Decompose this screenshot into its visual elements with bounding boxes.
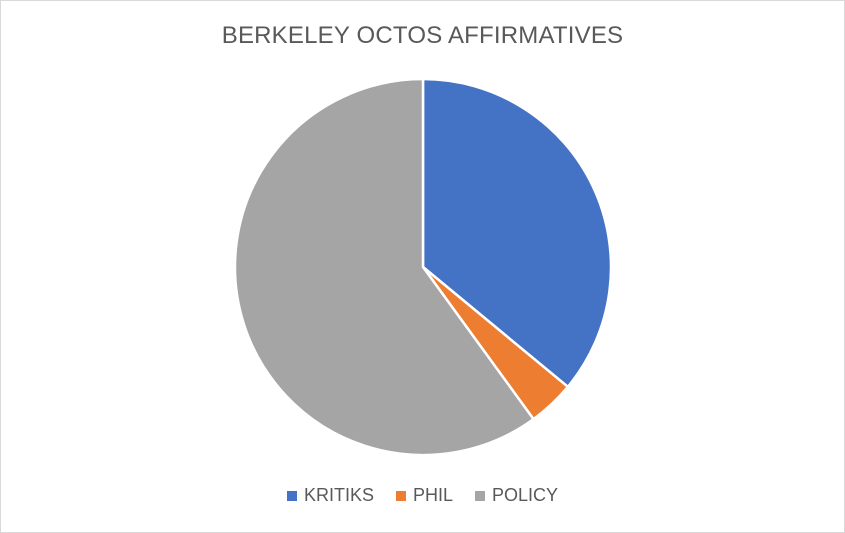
legend-item-policy: POLICY [475, 485, 558, 506]
legend-item-kritiks: KRITIKS [286, 485, 374, 506]
legend-label-phil: PHIL [412, 485, 453, 505]
pie-slices [233, 77, 613, 457]
legend-swatch-phil [395, 490, 406, 501]
pie-slice-kritiks [421, 77, 613, 389]
legend-label-policy: POLICY [492, 485, 559, 505]
pie-slice-policy [233, 77, 535, 457]
legend-item-phil: PHIL [395, 485, 453, 506]
legend: KRITIKS PHIL POLICY [0, 485, 845, 506]
legend-swatch-policy [475, 490, 485, 501]
legend-label-kritiks: KRITIKS [303, 485, 374, 505]
chart-title: BERKELEY OCTOS AFFIRMATIVES [221, 22, 624, 49]
legend-swatch-kritiks [286, 490, 297, 501]
